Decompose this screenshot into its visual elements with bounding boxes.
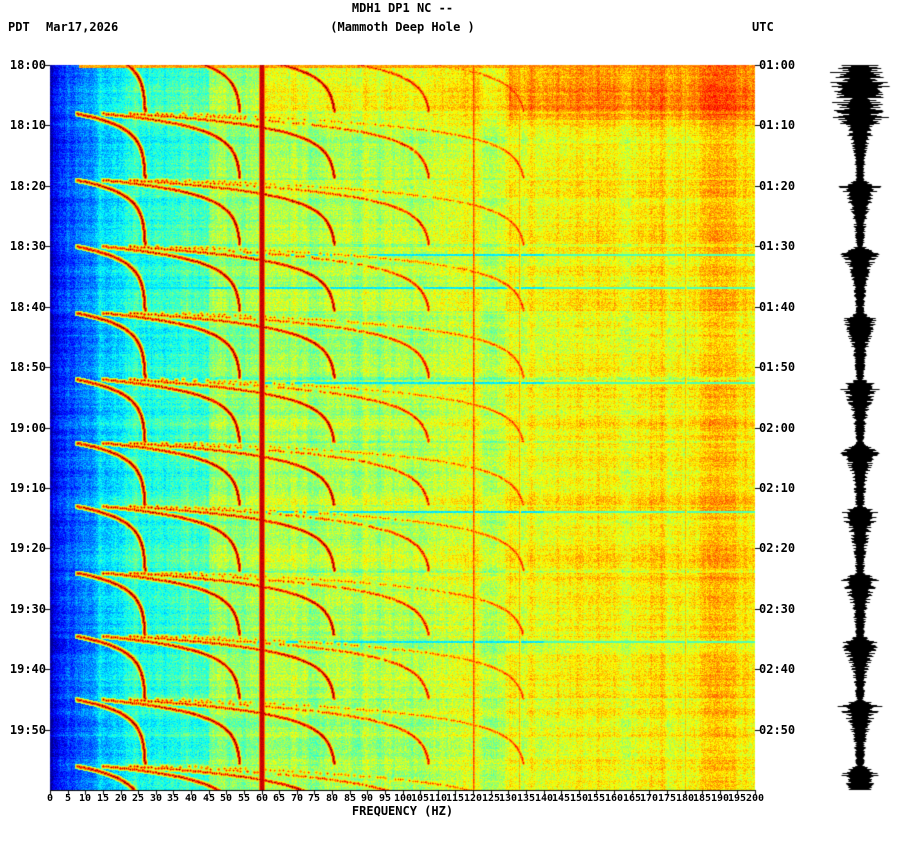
time-label-right: 01:30 — [759, 239, 796, 253]
frequency-axis-label: FREQUENCY (HZ) — [351, 804, 454, 818]
freq-tick-label: 75 — [307, 793, 321, 804]
time-label-right: 01:00 — [759, 58, 796, 72]
freq-tick-label: 165 — [622, 793, 642, 804]
freq-tick-label: 155 — [586, 793, 606, 804]
freq-tick-label: 15 — [96, 793, 110, 804]
freq-tick-label: 185 — [692, 793, 712, 804]
freq-tick-label: 150 — [569, 793, 589, 804]
time-label-left: 19:30 — [9, 602, 46, 616]
time-label-right: 01:10 — [759, 118, 796, 132]
time-label-right: 01:50 — [759, 360, 796, 374]
time-label-left: 19:00 — [9, 421, 46, 435]
freq-tick-label: 110 — [428, 793, 448, 804]
freq-tick-label: 115 — [445, 793, 465, 804]
freq-tick-label: 65 — [272, 793, 286, 804]
time-label-right: 01:20 — [759, 179, 796, 193]
freq-tick-label: 100 — [393, 793, 413, 804]
freq-tick-label: 55 — [237, 793, 251, 804]
freq-tick-label: 0 — [46, 793, 54, 804]
freq-tick-label: 5 — [64, 793, 72, 804]
freq-tick-label: 160 — [604, 793, 624, 804]
freq-tick-label: 135 — [516, 793, 536, 804]
freq-tick-label: 60 — [255, 793, 269, 804]
freq-tick-label: 105 — [410, 793, 430, 804]
time-label-right: 02:40 — [759, 662, 796, 676]
time-label-right: 02:50 — [759, 723, 796, 737]
time-label-left: 18:10 — [9, 118, 46, 132]
freq-tick-label: 70 — [290, 793, 304, 804]
freq-tick-label: 200 — [745, 793, 765, 804]
freq-tick-label: 30 — [149, 793, 163, 804]
freq-tick-label: 190 — [710, 793, 730, 804]
time-label-left: 18:50 — [9, 360, 46, 374]
time-label-right: 01:40 — [759, 300, 796, 314]
timezone-right-label: UTC — [752, 20, 774, 34]
freq-tick-label: 45 — [202, 793, 216, 804]
freq-tick-label: 120 — [463, 793, 483, 804]
freq-tick-label: 95 — [378, 793, 392, 804]
time-label-left: 19:50 — [9, 723, 46, 737]
freq-tick-label: 180 — [675, 793, 695, 804]
date-label: Mar17,2026 — [46, 20, 119, 34]
freq-tick-label: 125 — [481, 793, 501, 804]
time-label-left: 18:30 — [9, 239, 46, 253]
time-label-right: 02:10 — [759, 481, 796, 495]
time-label-left: 19:10 — [9, 481, 46, 495]
time-label-left: 18:40 — [9, 300, 46, 314]
time-label-right: 02:30 — [759, 602, 796, 616]
freq-tick-label: 170 — [639, 793, 659, 804]
freq-tick-label: 175 — [657, 793, 677, 804]
freq-tick-label: 145 — [551, 793, 571, 804]
timezone-left-label: PDT — [8, 20, 30, 34]
time-label-left: 18:00 — [9, 58, 46, 72]
time-label-left: 18:20 — [9, 179, 46, 193]
freq-tick-label: 50 — [219, 793, 233, 804]
freq-tick-label: 25 — [131, 793, 145, 804]
time-label-left: 19:20 — [9, 541, 46, 555]
freq-tick-label: 195 — [727, 793, 747, 804]
page-subtitle: (Mammoth Deep Hole ) — [330, 20, 475, 34]
freq-tick-label: 85 — [343, 793, 357, 804]
time-label-right: 02:00 — [759, 421, 796, 435]
freq-tick-label: 40 — [184, 793, 198, 804]
time-label-left: 19:40 — [9, 662, 46, 676]
freq-tick-label: 140 — [534, 793, 554, 804]
freq-tick-label: 10 — [78, 793, 92, 804]
freq-tick-label: 80 — [325, 793, 339, 804]
freq-tick-label: 35 — [166, 793, 180, 804]
freq-tick-label: 90 — [360, 793, 374, 804]
time-label-right: 02:20 — [759, 541, 796, 555]
freq-tick-label: 130 — [498, 793, 518, 804]
page-title: MDH1 DP1 NC -- — [351, 1, 454, 15]
freq-tick-label: 20 — [114, 793, 128, 804]
